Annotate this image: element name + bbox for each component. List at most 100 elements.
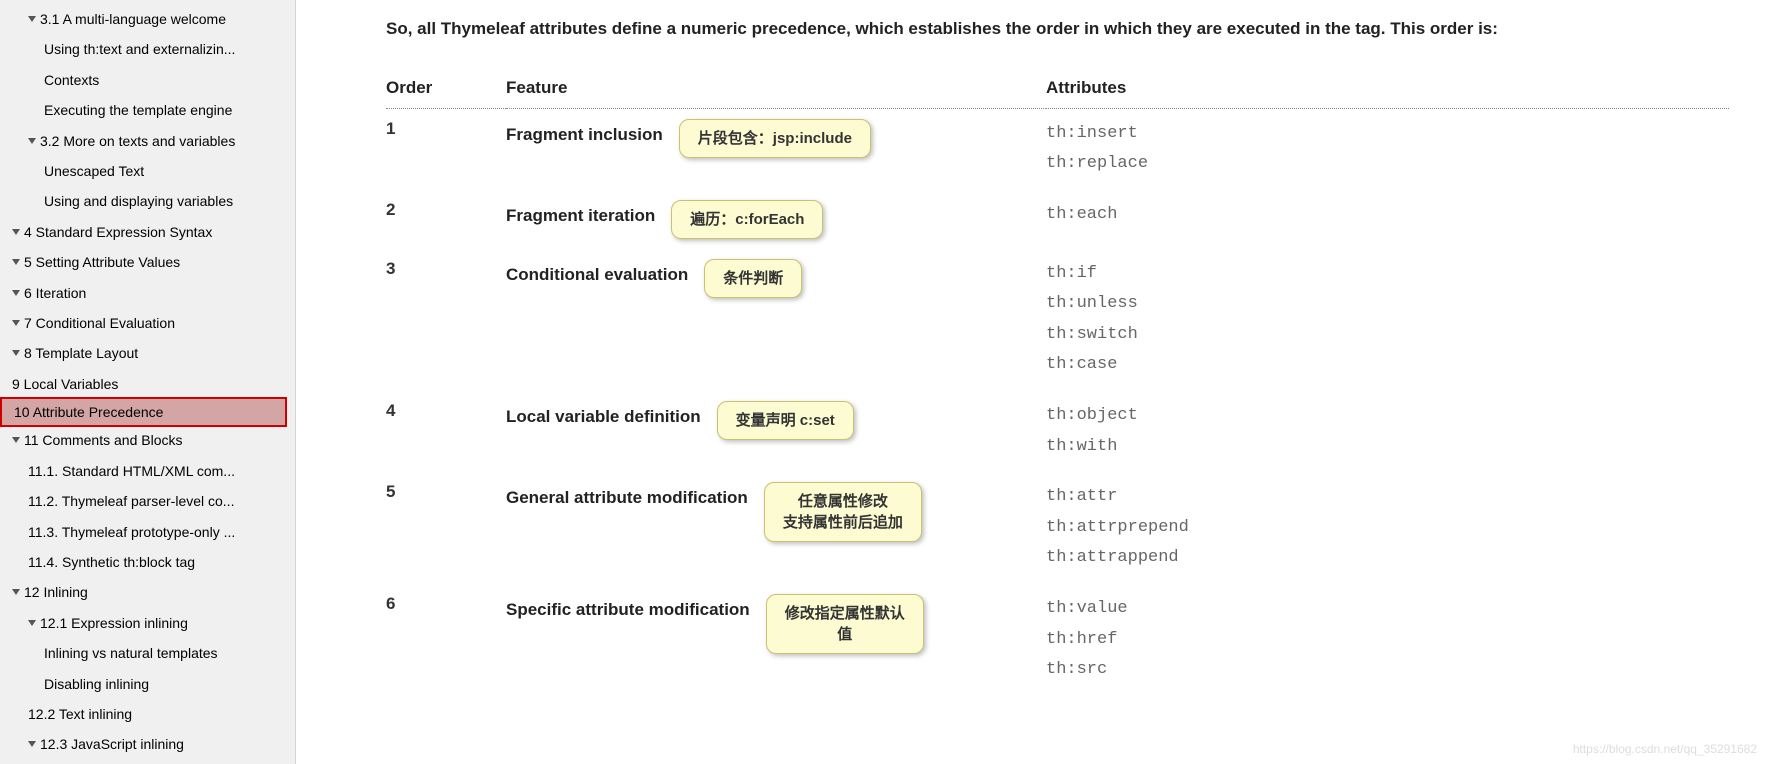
header-feature: Feature [506,70,1046,109]
toc-sidebar[interactable]: 3.1 A multi-language welcome Using th:tex… [0,0,296,764]
toc-item-label: 6 Iteration [24,285,86,301]
feature-cell: General attribute modification 任意属性修改 支持属… [506,472,1046,584]
attribute-code: th:attrappend [1046,543,1717,574]
feature-label: Local variable definition [506,401,701,427]
expand-triangle-icon [12,350,20,356]
order-cell: 6 [386,584,506,696]
annotation-callout: 片段包含：jsp:include [679,119,871,158]
toc-item[interactable]: 10 Attribute Precedence [0,397,287,427]
order-cell: 5 [386,472,506,584]
annotation-callout: 任意属性修改 支持属性前后追加 [764,482,922,542]
toc-item[interactable]: JavaScript natural templates [0,760,295,764]
toc-item[interactable]: 11 Comments and Blocks [0,425,295,455]
table-row: 1Fragment inclusion 片段包含：jsp:include th:in… [386,108,1729,190]
feature-cell: Conditional evaluation 条件判断 [506,249,1046,391]
attribute-code: th:attr [1046,482,1717,513]
toc-item-label: 3.1 A multi-language welcome [40,11,226,27]
feature-cell: Specific attribute modification修改指定属性默认 … [506,584,1046,696]
toc-item-label: 11.4. Synthetic th:block tag [28,554,195,570]
toc-item-label: 9 Local Variables [12,376,118,392]
intro-paragraph: So, all Thymeleaf attributes define a nu… [386,16,1729,42]
toc-item[interactable]: 11.4. Synthetic th:block tag [0,547,295,577]
toc-item-label: 12 Inlining [24,584,88,600]
toc-item-label: 11.1. Standard HTML/XML com... [28,463,235,479]
expand-triangle-icon [12,290,20,296]
toc-item-label: 11 Comments and Blocks [24,432,182,448]
feature-label: Conditional evaluation [506,259,688,285]
header-order: Order [386,70,506,109]
toc-item[interactable]: 12.3 JavaScript inlining [0,729,295,759]
order-cell: 4 [386,391,506,472]
table-row: 6Specific attribute modification修改指定属性默认… [386,584,1729,696]
feature-label: General attribute modification [506,482,748,508]
annotation-callout: 条件判断 [704,259,802,298]
toc-item[interactable]: 11.1. Standard HTML/XML com... [0,456,295,486]
expand-triangle-icon [28,741,36,747]
attribute-code: th:insert [1046,119,1717,150]
toc-item[interactable]: 4 Standard Expression Syntax [0,217,295,247]
feature-label: Specific attribute modification [506,594,750,620]
toc-item[interactable]: 6 Iteration [0,278,295,308]
attribute-code: th:if [1046,259,1717,290]
toc-item-label: 10 Attribute Precedence [14,404,163,420]
main-content: So, all Thymeleaf attributes define a nu… [296,0,1769,764]
toc-item[interactable]: Unescaped Text [0,156,295,186]
toc-item-label: Disabling inlining [44,676,149,692]
attribute-code: th:replace [1046,149,1717,180]
toc-item[interactable]: Executing the template engine [0,95,295,125]
attributes-cell: th:ifth:unlessth:switchth:case [1046,249,1729,391]
attribute-code: th:with [1046,432,1717,463]
attributes-cell: th:objectth:with [1046,391,1729,472]
toc-item-label: Unescaped Text [44,163,144,179]
toc-item[interactable]: Contexts [0,65,295,95]
feature-label: Fragment inclusion [506,119,663,145]
expand-triangle-icon [12,320,20,326]
annotation-callout: 变量声明 c:set [717,401,854,440]
feature-cell: Fragment iteration 遍历：c:forEach [506,190,1046,249]
toc-item[interactable]: Disabling inlining [0,669,295,699]
attributes-cell: th:valueth:hrefth:src [1046,584,1729,696]
toc-item[interactable]: 11.3. Thymeleaf prototype-only ... [0,517,295,547]
table-row: 3Conditional evaluation 条件判断 th:ifth:unles… [386,249,1729,391]
toc-item[interactable]: Using and displaying variables [0,186,295,216]
attribute-code: th:each [1046,200,1717,231]
toc-item[interactable]: 8 Template Layout [0,338,295,368]
feature-label: Fragment iteration [506,200,655,226]
annotation-callout: 遍历：c:forEach [671,200,823,239]
toc-item-label: 5 Setting Attribute Values [24,254,180,270]
toc-item-label: Using and displaying variables [44,193,233,209]
order-cell: 2 [386,190,506,249]
toc-item[interactable]: Using th:text and externalizin... [0,34,295,64]
order-cell: 3 [386,249,506,391]
toc-item[interactable]: 12.2 Text inlining [0,699,295,729]
toc-item-label: 12.2 Text inlining [28,706,132,722]
attributes-cell: th:attrth:attrprependth:attrappend [1046,472,1729,584]
toc-item-label: 12.3 JavaScript inlining [40,736,184,752]
toc-item[interactable]: 3.2 More on texts and variables [0,126,295,156]
precedence-table: Order Feature Attributes 1Fragment inclu… [386,70,1729,696]
attributes-cell: th:insertth:replace [1046,108,1729,190]
attribute-code: th:object [1046,401,1717,432]
attribute-code: th:value [1046,594,1717,625]
feature-cell: Local variable definition 变量声明 c:set [506,391,1046,472]
toc-item-label: 12.1 Expression inlining [40,615,188,631]
toc-item-label: 7 Conditional Evaluation [24,315,175,331]
toc-item[interactable]: Inlining vs natural templates [0,638,295,668]
toc-item[interactable]: 12.1 Expression inlining [0,608,295,638]
toc-item[interactable]: 5 Setting Attribute Values [0,247,295,277]
toc-item[interactable]: 11.2. Thymeleaf parser-level co... [0,486,295,516]
toc-item-label: 3.2 More on texts and variables [40,133,235,149]
header-attributes: Attributes [1046,70,1729,109]
toc-item-label: 4 Standard Expression Syntax [24,224,212,240]
attribute-code: th:src [1046,655,1717,686]
toc-item[interactable]: 9 Local Variables [0,369,295,399]
expand-triangle-icon [28,138,36,144]
attribute-code: th:href [1046,625,1717,656]
attribute-code: th:unless [1046,289,1717,320]
toc-item[interactable]: 7 Conditional Evaluation [0,308,295,338]
attribute-code: th:case [1046,350,1717,381]
toc-item[interactable]: 3.1 A multi-language welcome [0,4,295,34]
toc-item-label: 11.2. Thymeleaf parser-level co... [28,493,234,509]
order-cell: 1 [386,108,506,190]
toc-item[interactable]: 12 Inlining [0,577,295,607]
